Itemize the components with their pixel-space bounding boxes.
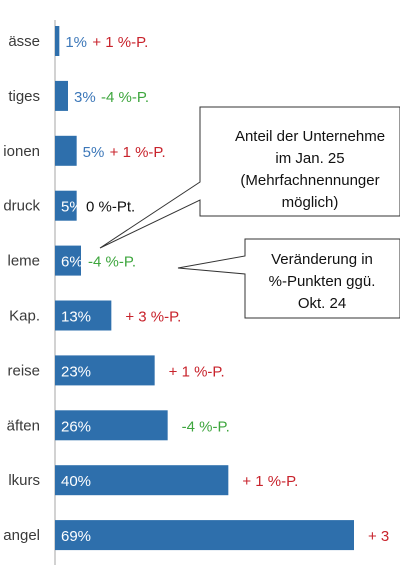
callout-share-box: [99, 106, 400, 249]
value-label: 23%: [61, 363, 91, 380]
value-label: 40%: [61, 473, 91, 490]
value-label: 5%: [61, 199, 83, 216]
category-label: angel: [3, 527, 40, 544]
callout-change-line-2: %-Punkten ggü.: [269, 273, 376, 290]
change-label: 0 %-Pt.: [86, 199, 135, 216]
category-label: ässe: [8, 33, 40, 50]
change-label: + 1 %-P.: [110, 144, 166, 161]
change-label: + 1 %-P.: [169, 363, 225, 380]
value-label: 5%: [83, 144, 105, 161]
callout-share-line-3: (Mehrfachnennunger: [240, 172, 379, 189]
value-label: 1%: [65, 34, 87, 51]
callout-share: Anteil der Unternehme im Jan. 25 (Mehrfa…: [99, 106, 400, 249]
category-label: Kap.: [9, 308, 40, 325]
category-label: reise: [7, 362, 40, 379]
change-label: -4 %-P.: [182, 418, 230, 435]
category-label: leme: [7, 253, 40, 270]
bar: [55, 245, 81, 276]
bar: [55, 465, 229, 496]
bars-layer: [54, 20, 354, 565]
value-label: 6%: [61, 254, 83, 271]
callout-share-line-1: Anteil der Unternehme: [235, 128, 385, 145]
change-label: + 1 %-P.: [92, 34, 148, 51]
callout-change-line-1: Veränderung in: [271, 251, 373, 268]
callout-share-line-2: im Jan. 25: [275, 150, 344, 167]
change-label: -4 %-P.: [88, 254, 136, 271]
category-label: tiges: [8, 88, 40, 105]
bar: [55, 300, 112, 331]
bar: [55, 190, 77, 221]
change-label: + 1 %-P.: [242, 473, 298, 490]
bar: [55, 80, 68, 111]
callout-change: Veränderung in %-Punkten ggü. Okt. 24: [177, 238, 400, 319]
callout-share-line-4: möglich): [282, 194, 339, 211]
value-label: 3%: [74, 89, 96, 106]
category-label: ionen: [3, 143, 40, 160]
change-label: + 3 %-P.: [125, 309, 181, 326]
change-label: + 3: [368, 528, 389, 545]
value-label: 69%: [61, 528, 91, 545]
callout-change-box: [177, 238, 400, 319]
bar: [55, 410, 168, 441]
category-label: äften: [7, 417, 40, 434]
labels-layer: ässe 1% + 1 %-P. tiges 3% -4 %-P. ionen 5% + 1 %…: [3, 33, 389, 545]
bar: [55, 135, 77, 166]
value-label: 26%: [61, 418, 91, 435]
category-label: lkurs: [8, 472, 40, 489]
bar: [55, 520, 354, 551]
callout-change-line-3: Okt. 24: [298, 295, 346, 312]
category-label: druck: [3, 198, 40, 215]
value-label: 13%: [61, 309, 91, 326]
change-label: -4 %-P.: [101, 89, 149, 106]
bar: [55, 26, 60, 56]
bar: [55, 355, 155, 386]
